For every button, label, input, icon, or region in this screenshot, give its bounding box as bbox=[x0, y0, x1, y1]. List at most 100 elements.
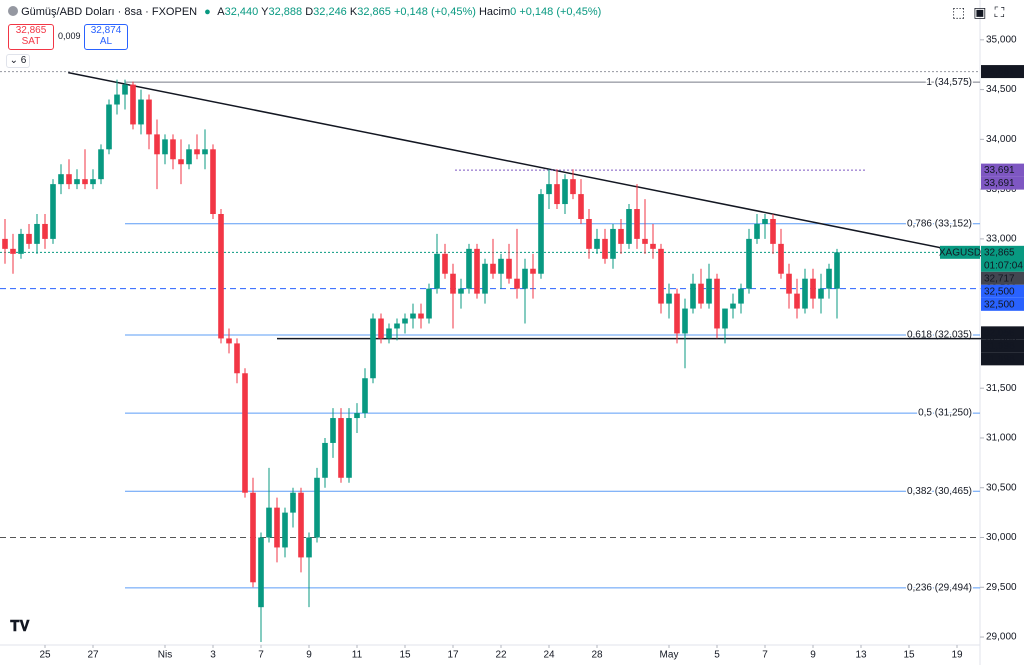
x-tick-label: Nis bbox=[158, 650, 172, 661]
y-tick-label: 29,500 bbox=[986, 582, 1017, 593]
x-tick-label: 7 bbox=[258, 650, 264, 661]
change: +0,148 (+0,45%) bbox=[393, 6, 476, 18]
candle-body bbox=[802, 278, 808, 309]
candle-body bbox=[66, 174, 72, 185]
candle-body bbox=[362, 378, 368, 414]
ohlc-key: Y bbox=[261, 6, 269, 18]
volume-label: Hacim bbox=[478, 6, 511, 18]
x-tick-label: 7 bbox=[762, 650, 768, 661]
indicators-toggle[interactable]: ⌄ 6 bbox=[6, 54, 30, 68]
candle-body bbox=[338, 418, 344, 478]
spread: 0,009 bbox=[58, 31, 81, 41]
candle-body bbox=[434, 253, 440, 289]
candle-body bbox=[770, 218, 776, 244]
candle-body bbox=[554, 184, 560, 205]
candle-body bbox=[594, 238, 600, 249]
candle-body bbox=[386, 328, 392, 339]
x-tick-label: 28 bbox=[591, 650, 603, 661]
x-tick-label: 9 bbox=[810, 650, 816, 661]
price-tag bbox=[981, 326, 1024, 340]
candle-body bbox=[714, 278, 720, 329]
candle-body bbox=[786, 273, 792, 294]
fib-label: 0,5 (31,250) bbox=[918, 408, 972, 419]
candle-body bbox=[194, 149, 200, 155]
candle-body bbox=[506, 258, 512, 279]
candle-body bbox=[186, 149, 192, 165]
x-tick-label: 24 bbox=[543, 650, 555, 661]
candle-body bbox=[10, 248, 16, 254]
candle-body bbox=[394, 323, 400, 329]
candle-body bbox=[522, 268, 528, 289]
candle-body bbox=[530, 268, 536, 274]
candle-body bbox=[474, 248, 480, 294]
status-dot: ● bbox=[204, 6, 211, 18]
candle-body bbox=[810, 278, 816, 299]
candle-body bbox=[50, 184, 56, 239]
buy-price: 32,874 bbox=[90, 25, 122, 36]
y-tick-label: 31,000 bbox=[986, 433, 1017, 444]
price-tag bbox=[981, 339, 1024, 353]
y-tick-label: 30,500 bbox=[986, 482, 1017, 493]
candle-body bbox=[18, 233, 24, 254]
candle-body bbox=[738, 288, 744, 304]
y-tick-label: 30,000 bbox=[986, 532, 1017, 543]
x-tick-label: 17 bbox=[447, 650, 459, 661]
fib-label: 0,236 (29,494) bbox=[907, 583, 972, 594]
candle-body bbox=[626, 209, 632, 244]
x-tick-label: 19 bbox=[951, 650, 963, 661]
price-tag bbox=[981, 176, 1024, 190]
candle-body bbox=[666, 293, 672, 304]
candle-body bbox=[330, 418, 336, 443]
candle-body bbox=[202, 149, 208, 155]
candle-body bbox=[586, 218, 592, 249]
candle-body bbox=[290, 492, 296, 513]
symbol-tag bbox=[940, 245, 980, 259]
x-tick-label: 11 bbox=[352, 650, 363, 661]
candle-body bbox=[130, 84, 136, 125]
candle-body bbox=[610, 228, 616, 259]
price-countdown: 01:07:04 bbox=[984, 260, 1023, 271]
y-tick-label: 31,500 bbox=[986, 383, 1017, 394]
price-tag bbox=[981, 271, 1024, 285]
candle-body bbox=[42, 223, 48, 239]
candle-body bbox=[570, 179, 576, 195]
candle-body bbox=[114, 94, 120, 105]
candle-body bbox=[634, 209, 640, 239]
price-tag-label: 32,500 bbox=[984, 299, 1015, 310]
ohlc-value: 32,440 bbox=[224, 6, 259, 18]
candle-body bbox=[82, 179, 88, 185]
fib-label: 1 (34,575) bbox=[926, 77, 972, 88]
candle-body bbox=[282, 512, 288, 548]
candle-body bbox=[818, 288, 824, 299]
candle-body bbox=[682, 308, 688, 334]
x-tick-label: 27 bbox=[87, 650, 99, 661]
buy-button[interactable]: 32,874 AL bbox=[84, 24, 128, 50]
candle-body bbox=[146, 99, 152, 135]
candle-body bbox=[170, 139, 176, 160]
candle-body bbox=[482, 263, 488, 294]
toolbar[interactable]: ⬚▣⛶ bbox=[952, 4, 1013, 20]
x-tick-label: 9 bbox=[306, 650, 312, 661]
candle-body bbox=[490, 263, 496, 274]
ohlc-value: 32,865 bbox=[357, 6, 391, 18]
candle-body bbox=[466, 248, 472, 289]
candle-body bbox=[778, 243, 784, 274]
buy-label: AL bbox=[99, 36, 113, 47]
candle-body bbox=[658, 248, 664, 304]
candle-body bbox=[138, 99, 144, 125]
candle-body bbox=[306, 537, 312, 558]
symbol: Gümüş/ABD Doları · 8sa · FXOPEN bbox=[21, 6, 198, 18]
candle-body bbox=[354, 413, 360, 419]
sell-button[interactable]: 32,865 SAT bbox=[8, 24, 54, 50]
candle-body bbox=[162, 139, 168, 155]
volume: 0 bbox=[510, 6, 517, 18]
candle-body bbox=[706, 278, 712, 304]
price-tag-label: 31,998 bbox=[984, 354, 1015, 365]
candle-body bbox=[442, 253, 448, 274]
x-tick-label: 15 bbox=[903, 650, 915, 661]
y-tick-label: 34,500 bbox=[986, 84, 1017, 95]
candle-body bbox=[418, 313, 424, 319]
logo: 𝐓𝐕 bbox=[10, 618, 30, 635]
symbol-tag-label: XAGUSD bbox=[939, 247, 981, 258]
